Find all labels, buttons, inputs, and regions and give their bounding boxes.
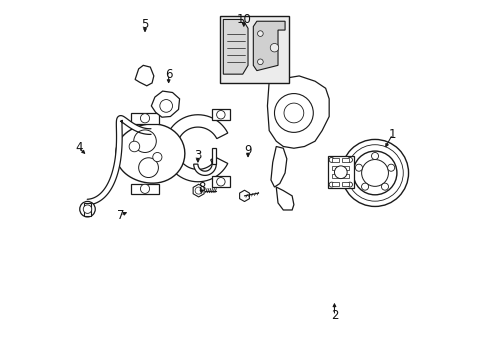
Circle shape [361, 183, 368, 190]
Circle shape [371, 153, 378, 159]
Text: 7: 7 [116, 209, 124, 222]
Polygon shape [267, 76, 328, 148]
Circle shape [341, 139, 407, 207]
Text: 8: 8 [197, 181, 205, 194]
Polygon shape [212, 109, 229, 120]
Circle shape [160, 100, 172, 112]
Polygon shape [135, 65, 154, 86]
Circle shape [257, 31, 263, 36]
Text: 2: 2 [330, 309, 338, 322]
Polygon shape [168, 115, 227, 139]
Polygon shape [270, 147, 286, 187]
Polygon shape [253, 21, 285, 71]
Polygon shape [84, 203, 91, 216]
Circle shape [334, 166, 346, 179]
Polygon shape [332, 158, 339, 162]
Polygon shape [327, 156, 353, 188]
Circle shape [352, 151, 396, 195]
Circle shape [347, 157, 352, 162]
Circle shape [140, 114, 149, 123]
Circle shape [381, 183, 388, 190]
Circle shape [80, 201, 95, 217]
Circle shape [328, 157, 333, 162]
Polygon shape [342, 166, 348, 170]
Circle shape [387, 164, 394, 171]
Circle shape [355, 164, 362, 171]
Circle shape [270, 44, 278, 52]
Polygon shape [193, 184, 203, 197]
Circle shape [284, 103, 303, 123]
Circle shape [216, 177, 224, 186]
Polygon shape [342, 182, 348, 186]
Polygon shape [342, 174, 348, 178]
Circle shape [361, 159, 387, 186]
Text: 1: 1 [388, 128, 396, 141]
Polygon shape [87, 116, 151, 205]
Circle shape [195, 187, 202, 194]
Polygon shape [151, 91, 179, 117]
Circle shape [139, 158, 158, 177]
Text: 3: 3 [194, 149, 201, 162]
Polygon shape [131, 184, 159, 194]
Polygon shape [131, 113, 159, 123]
Circle shape [129, 141, 140, 152]
Text: 4: 4 [75, 141, 82, 154]
Bar [219, 16, 288, 83]
Polygon shape [239, 190, 249, 202]
Polygon shape [276, 187, 293, 210]
Circle shape [133, 130, 156, 153]
Circle shape [346, 145, 403, 201]
Circle shape [328, 182, 333, 187]
Polygon shape [223, 19, 247, 74]
Text: 9: 9 [244, 144, 251, 157]
Polygon shape [332, 166, 339, 170]
Polygon shape [212, 148, 216, 164]
Text: 6: 6 [164, 68, 172, 81]
Text: 10: 10 [236, 13, 251, 26]
Circle shape [216, 111, 224, 119]
Circle shape [152, 153, 162, 162]
Polygon shape [193, 157, 216, 175]
Polygon shape [332, 182, 339, 186]
Polygon shape [116, 124, 184, 183]
Text: 5: 5 [141, 18, 148, 31]
Circle shape [140, 184, 149, 193]
Polygon shape [212, 176, 229, 187]
Polygon shape [342, 158, 348, 162]
Polygon shape [332, 174, 339, 178]
Circle shape [257, 59, 263, 65]
Circle shape [347, 182, 352, 187]
Circle shape [83, 205, 92, 213]
Circle shape [274, 94, 313, 132]
Polygon shape [168, 158, 227, 182]
